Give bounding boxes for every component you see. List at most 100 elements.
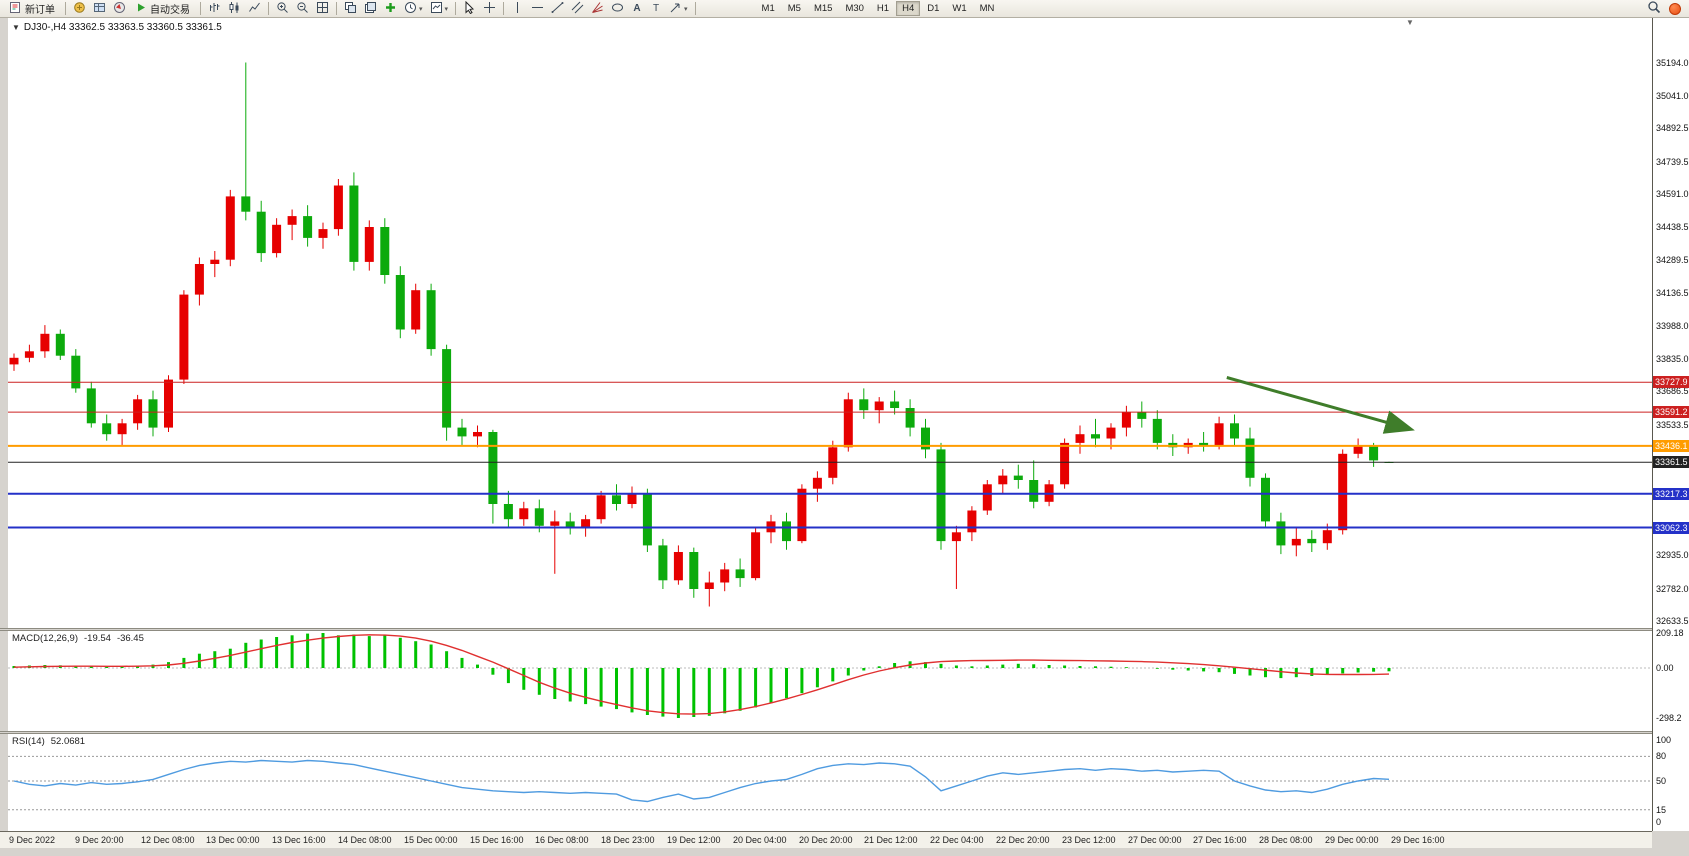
timeframe-w1-button[interactable]: W1 [946, 1, 972, 16]
time-axis-label: 13 Dec 16:00 [272, 835, 326, 845]
main-toolbar: 新订单 自动交易 ▾ ▾ A T ▾ [0, 0, 1689, 18]
rsi-canvas[interactable] [8, 734, 1652, 831]
rsi-axis-label: 15 [1656, 804, 1667, 815]
shapes-button[interactable] [608, 1, 627, 17]
timeframe-mn-button[interactable]: MN [974, 1, 1001, 16]
toolbar-separator [336, 2, 337, 15]
new-order-button[interactable]: 新订单 [3, 1, 61, 17]
cursor-icon [463, 0, 476, 17]
text-button[interactable]: A [628, 1, 646, 17]
macd-main-value: -19.54 [84, 633, 111, 644]
candlestick-chart-button[interactable] [225, 1, 244, 17]
timeframe-group: M1 M5 M15 M30 H1 H4 D1 W1 MN [756, 1, 1001, 16]
shapes-icon [611, 1, 624, 17]
price-axis-label: 35194.0 [1656, 57, 1689, 68]
channel-icon [571, 1, 584, 17]
macd-histogram [12, 633, 1391, 718]
time-axis-label: 20 Dec 04:00 [733, 835, 787, 845]
text-label-button[interactable]: T [647, 1, 665, 17]
time-axis-label: 21 Dec 12:00 [864, 835, 918, 845]
panel-separator[interactable] [0, 731, 1689, 734]
toolbar-separator [200, 2, 201, 15]
price-axis[interactable]: 35194.0 35041.0 34892.5 34739.5 34591.0 34438… [1652, 18, 1689, 831]
price-axis-label: 35041.0 [1656, 90, 1689, 101]
crosshair-button[interactable] [480, 1, 499, 17]
time-axis-label: 12 Dec 08:00 [141, 835, 195, 845]
timeframe-h4-button[interactable]: H4 [896, 1, 921, 16]
zoom-in-button[interactable] [273, 1, 292, 17]
price-axis-label: 34591.0 [1656, 189, 1689, 199]
cascade-windows-button[interactable] [361, 1, 380, 17]
navigator-button[interactable] [110, 1, 129, 17]
price-axis-label: 34892.5 [1656, 123, 1689, 134]
panel-separator[interactable] [0, 628, 1689, 631]
zoom-out-button[interactable] [293, 1, 312, 17]
macd-signal-value: -36.45 [116, 633, 144, 644]
tile-windows-button[interactable] [313, 1, 332, 17]
price-badge: 33727.9 [1653, 376, 1689, 389]
time-axis[interactable]: 9 Dec 2022 9 Dec 20:00 12 Dec 08:00 13 Dec … [0, 831, 1652, 848]
channel-button[interactable] [568, 1, 587, 17]
template-button[interactable]: ▾ [427, 1, 452, 17]
horizontal-line-icon [531, 1, 544, 17]
price-axis-label: 34739.5 [1656, 156, 1689, 167]
crosshair-icon [483, 1, 496, 17]
arrows-button[interactable]: ▾ [666, 1, 691, 17]
zoom-in-icon [276, 1, 289, 17]
time-axis-label: 14 Dec 08:00 [338, 835, 392, 845]
time-axis-label: 9 Dec 20:00 [75, 835, 124, 845]
time-axis-label: 19 Dec 12:00 [667, 835, 721, 845]
time-axis-label: 15 Dec 00:00 [404, 835, 458, 845]
price-chart-panel: ▼ DJ30-,H4 33362.5 33363.5 33360.5 33361… [8, 18, 1652, 628]
timeframe-m15-button[interactable]: M15 [808, 1, 838, 16]
timeframe-m30-button[interactable]: M30 [839, 1, 869, 16]
chart-title: ▼ DJ30-,H4 33362.5 33363.5 33360.5 33361… [12, 22, 222, 33]
fibonacci-button[interactable] [588, 1, 607, 17]
vertical-line-button[interactable] [508, 1, 527, 17]
candles [9, 62, 1394, 607]
price-badge: 33361.5 [1653, 456, 1689, 469]
horizontal-line-button[interactable] [528, 1, 547, 17]
timeframe-d1-button[interactable]: D1 [921, 1, 945, 16]
notification-badge[interactable] [1669, 2, 1681, 15]
price-axis-label: 33533.5 [1656, 419, 1689, 430]
chart-shift-marker[interactable]: ▼ [1406, 18, 1414, 27]
toolbar-separator [455, 2, 457, 15]
data-window-button[interactable] [90, 1, 109, 17]
time-axis-label: 9 Dec 2022 [9, 835, 56, 845]
bar-chart-button[interactable] [205, 1, 224, 17]
line-chart-button[interactable] [245, 1, 264, 17]
price-badge: 33591.2 [1653, 406, 1689, 419]
search-icon [1647, 0, 1661, 17]
time-axis-label: 22 Dec 04:00 [930, 835, 984, 845]
price-axis-label: 33686.5 [1656, 386, 1689, 397]
macd-name: MACD(12,26,9) [12, 633, 78, 644]
timeframe-m1-button[interactable]: M1 [756, 1, 781, 16]
chart-collapse-icon[interactable]: ▼ [12, 23, 20, 32]
zoom-out-icon [296, 1, 309, 17]
macd-axis-label: -298.2 [1656, 713, 1682, 723]
price-chart-canvas[interactable] [8, 18, 1652, 628]
trend-arrow[interactable] [1226, 376, 1415, 434]
macd-canvas[interactable] [8, 631, 1652, 731]
autotrading-play-icon [136, 2, 147, 16]
tile-windows-icon [316, 1, 329, 17]
trendline-icon [551, 1, 564, 17]
trendline-button[interactable] [548, 1, 567, 17]
time-axis-label: 22 Dec 20:00 [996, 835, 1050, 845]
timeframe-h1-button[interactable]: H1 [871, 1, 895, 16]
timeframe-m5-button[interactable]: M5 [782, 1, 807, 16]
search-button[interactable] [1644, 1, 1664, 17]
period-button[interactable]: ▾ [401, 1, 426, 17]
add-indicator-button[interactable] [381, 1, 400, 17]
toolbar-separator [503, 2, 505, 15]
toolbar-separator [694, 2, 696, 15]
arrange-windows-button[interactable] [341, 1, 360, 17]
market-watch-button[interactable] [70, 1, 89, 17]
autotrading-button[interactable]: 自动交易 [130, 1, 196, 17]
cursor-button[interactable] [460, 0, 479, 17]
toolbar-separator [65, 2, 66, 15]
time-axis-label: 15 Dec 16:00 [470, 835, 524, 845]
template-icon [430, 1, 443, 17]
